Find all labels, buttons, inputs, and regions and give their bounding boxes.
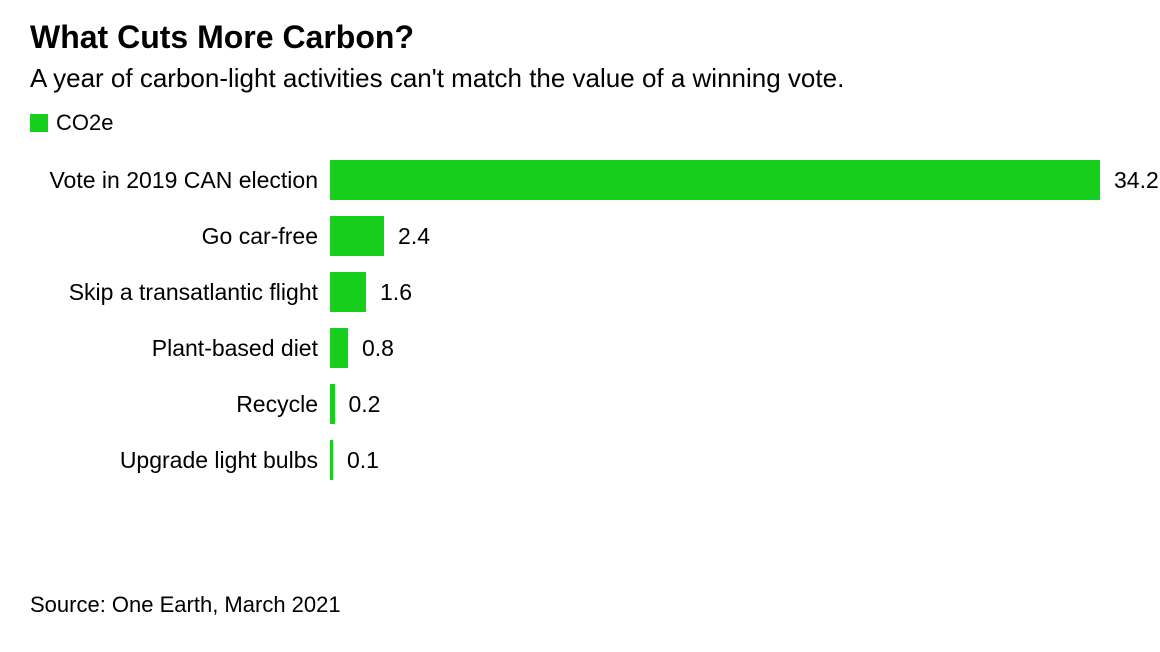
bar-area: 34.2 [330,152,1159,208]
bar-row: Plant-based diet 0.8 [30,320,1130,376]
category-label: Vote in 2019 CAN election [30,167,330,194]
bar-chart: Vote in 2019 CAN election34.2Go car-free… [30,152,1130,488]
category-label: Plant-based diet [30,335,330,362]
value-label: 2.4 [384,223,430,250]
legend-label: CO2e [56,110,113,136]
chart-title: What Cuts More Carbon? [30,18,1130,56]
source-text: Source: One Earth, March 2021 [30,592,341,618]
value-label: 0.2 [335,391,381,418]
bar [330,328,348,368]
bar-area: 0.8 [330,320,1130,376]
value-label: 1.6 [366,279,412,306]
legend-swatch [30,114,48,132]
bar-area: 0.1 [330,432,1130,488]
bar-row: Upgrade light bulbs0.1 [30,432,1130,488]
category-label: Go car-free [30,223,330,250]
category-label: Recycle [30,391,330,418]
bar-row: Skip a transatlantic flight 1.6 [30,264,1130,320]
value-label: 0.8 [348,335,394,362]
category-label: Skip a transatlantic flight [30,279,330,306]
value-label: 0.1 [333,447,379,474]
bar-area: 1.6 [330,264,1130,320]
bar-area: 0.2 [330,376,1130,432]
bar [330,272,366,312]
bar-row: Recycle0.2 [30,376,1130,432]
bar-area: 2.4 [330,208,1130,264]
value-label: 34.2 [1100,167,1159,194]
legend: CO2e [30,110,1130,136]
category-label: Upgrade light bulbs [30,447,330,474]
bar [330,160,1100,200]
bar [330,216,384,256]
chart-subtitle: A year of carbon-light activities can't … [30,62,1130,96]
bar-row: Vote in 2019 CAN election34.2 [30,152,1130,208]
bar-row: Go car-free 2.4 [30,208,1130,264]
